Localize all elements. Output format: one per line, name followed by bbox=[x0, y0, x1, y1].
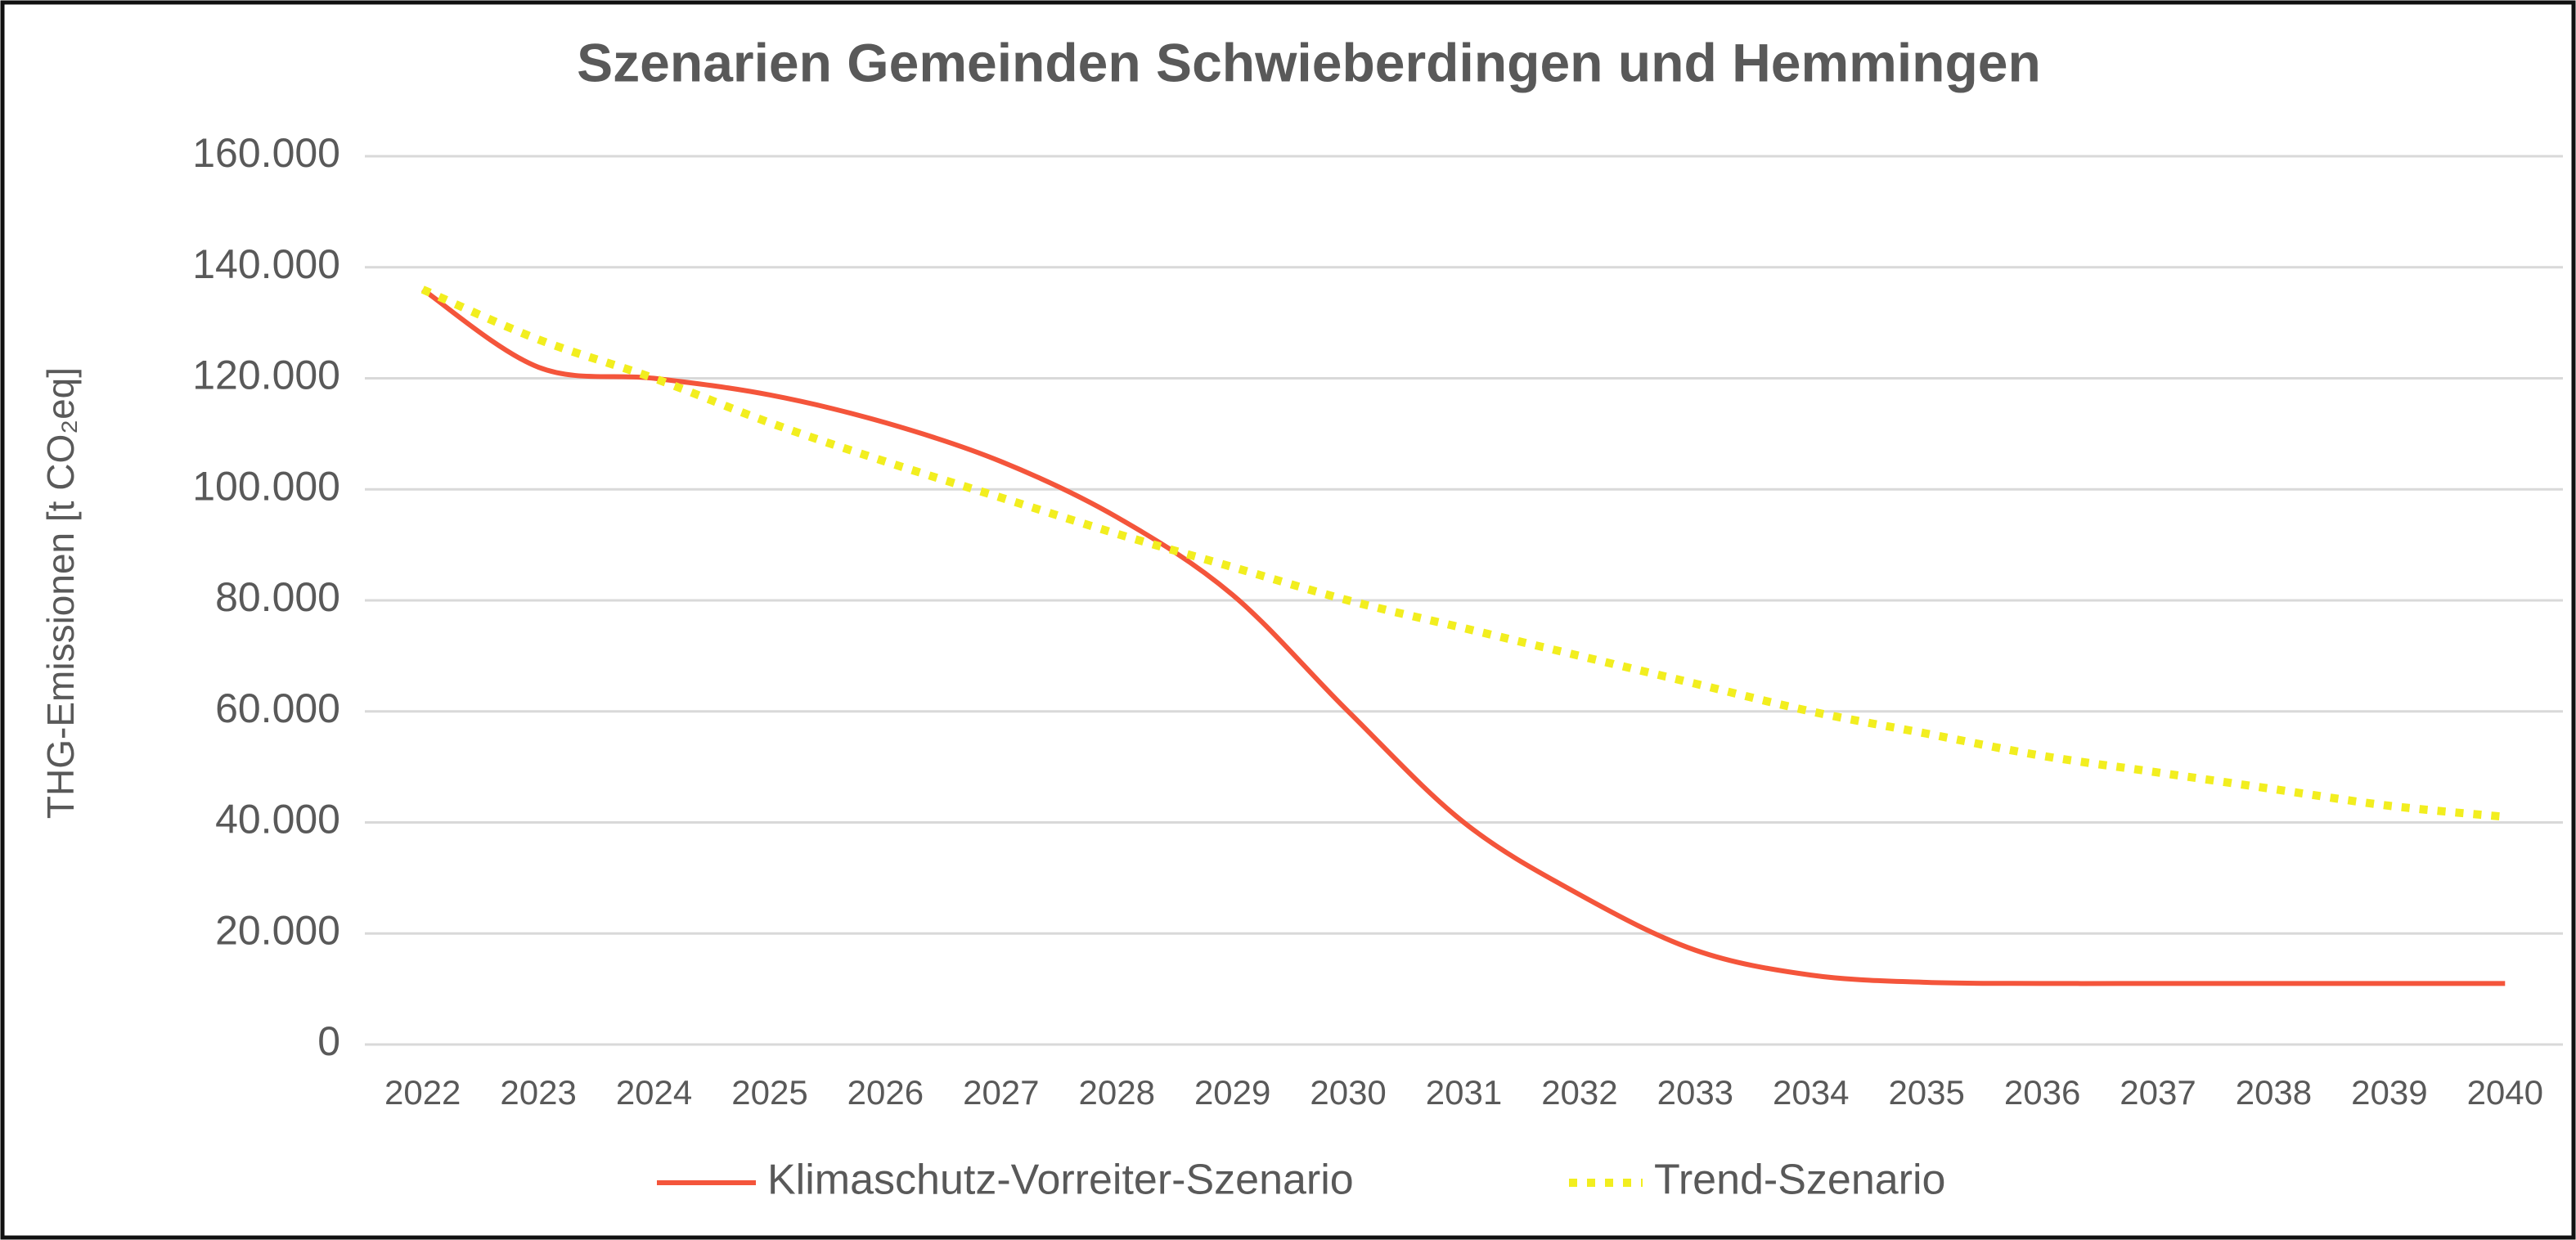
y-tick-label: 0 bbox=[317, 1018, 340, 1064]
x-tick-label: 2023 bbox=[500, 1073, 576, 1112]
x-tick-label: 2027 bbox=[963, 1073, 1039, 1112]
y-tick-label: 120.000 bbox=[192, 353, 340, 398]
y-tick-label: 20.000 bbox=[215, 907, 340, 953]
x-tick-label: 2028 bbox=[1079, 1073, 1155, 1112]
x-tick-label: 2039 bbox=[2351, 1073, 2427, 1112]
chart-title: Szenarien Gemeinden Schwieberdingen und … bbox=[577, 32, 2041, 92]
legend-label: Klimaschutz-Vorreiter-Szenario bbox=[767, 1157, 1354, 1204]
y-axis-label: THG-Emissionen [t CO₂eq] bbox=[39, 367, 82, 819]
x-tick-label: 2031 bbox=[1426, 1073, 1502, 1112]
legend-label: Trend-Szenario bbox=[1654, 1157, 1945, 1204]
x-tick-label: 2022 bbox=[384, 1073, 461, 1112]
y-tick-label: 60.000 bbox=[215, 685, 340, 731]
x-tick-label: 2025 bbox=[731, 1073, 807, 1112]
x-tick-label: 2032 bbox=[1541, 1073, 1617, 1112]
x-tick-label: 2037 bbox=[2120, 1073, 2196, 1112]
x-tick-label: 2026 bbox=[847, 1073, 924, 1112]
x-tick-label: 2029 bbox=[1194, 1073, 1270, 1112]
y-tick-label: 80.000 bbox=[215, 574, 340, 620]
x-tick-label: 2038 bbox=[2236, 1073, 2312, 1112]
x-tick-label: 2033 bbox=[1657, 1073, 1733, 1112]
y-tick-label: 140.000 bbox=[192, 241, 340, 287]
x-tick-label: 2036 bbox=[2004, 1073, 2080, 1112]
x-tick-label: 2034 bbox=[1773, 1073, 1849, 1112]
series-line bbox=[420, 285, 2506, 821]
x-tick-label: 2030 bbox=[1310, 1073, 1386, 1112]
y-tick-label: 100.000 bbox=[192, 463, 340, 509]
series-line bbox=[421, 287, 2506, 986]
x-tick-label: 2035 bbox=[1888, 1073, 1964, 1112]
x-tick-label: 2040 bbox=[2467, 1073, 2543, 1112]
x-tick-label: 2024 bbox=[616, 1073, 692, 1112]
y-tick-label: 160.000 bbox=[192, 130, 340, 176]
y-tick-label: 40.000 bbox=[215, 797, 340, 842]
